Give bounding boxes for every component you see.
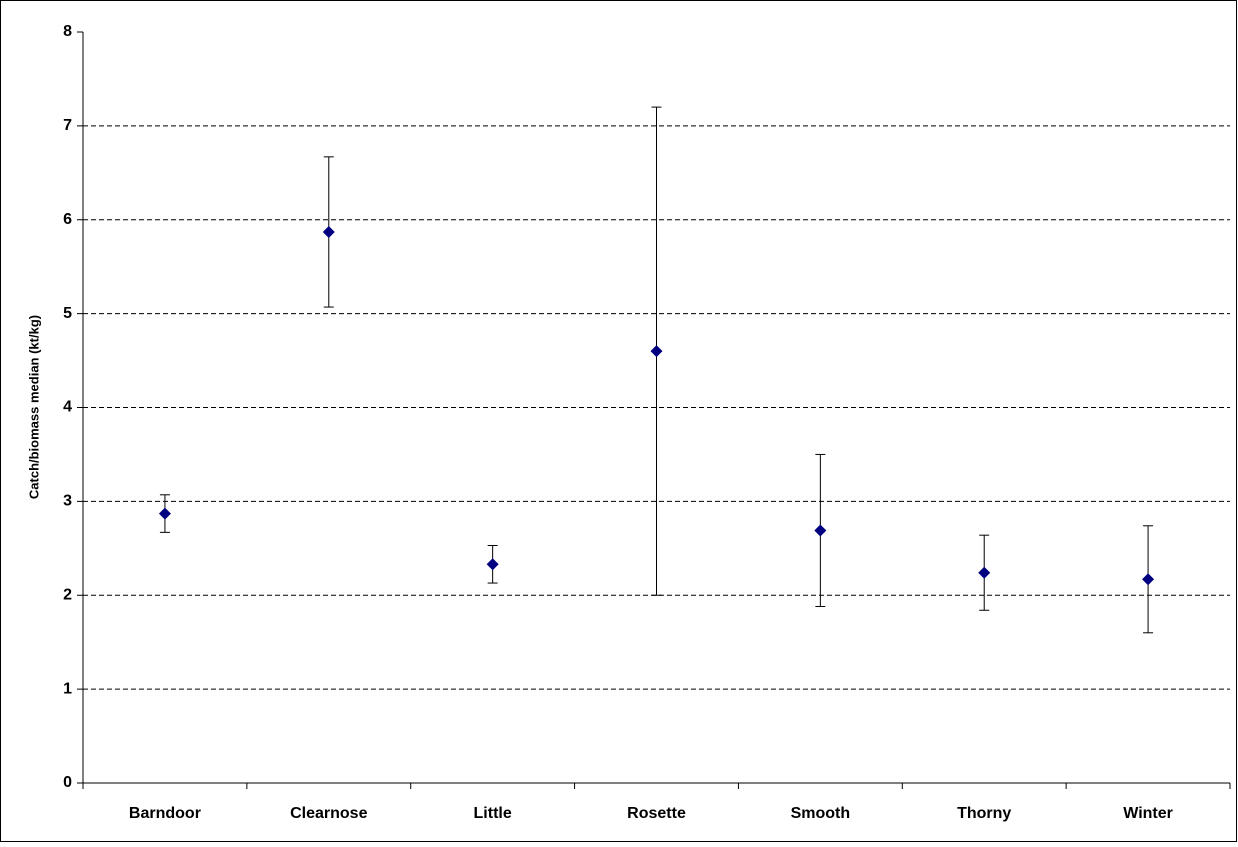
point — [486, 558, 499, 571]
x-tick-label: Smooth — [791, 805, 851, 822]
y-tick-label: 1 — [63, 680, 72, 697]
x-tick-label: Winter — [1123, 805, 1173, 822]
y-tick-label: 0 — [63, 774, 72, 791]
point — [1142, 573, 1155, 586]
point — [978, 566, 991, 579]
y-tick-label: 8 — [63, 23, 72, 40]
x-tick-label: Barndoor — [129, 805, 201, 822]
y-tick-label: 5 — [63, 305, 72, 322]
y-tick-label: 4 — [63, 399, 72, 416]
x-tick-label: Rosette — [627, 805, 686, 822]
y-tick-label: 6 — [63, 211, 72, 228]
point — [650, 345, 663, 358]
x-tick-label: Thorny — [957, 805, 1011, 822]
point — [814, 524, 827, 537]
x-tick-label: Little — [474, 805, 512, 822]
y-tick-label: 7 — [63, 117, 72, 134]
x-tick-label: Clearnose — [290, 805, 367, 822]
y-tick-label: 2 — [63, 586, 72, 603]
y-axis-label: Catch/biomass median (kt/kg) — [26, 315, 41, 499]
point — [158, 507, 171, 520]
point — [322, 225, 335, 238]
y-tick-label: 3 — [63, 493, 72, 510]
